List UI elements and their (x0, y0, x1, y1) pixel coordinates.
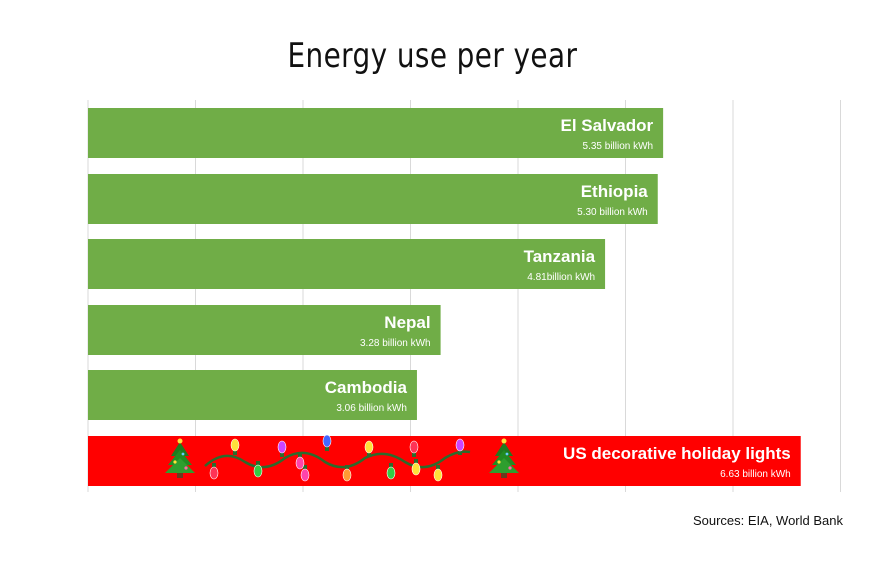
light-bulb (277, 440, 287, 454)
light-bulb (364, 440, 374, 454)
category-label: Tanzania (524, 247, 596, 266)
category-label: Ethiopia (581, 182, 649, 201)
bar-tanzania (88, 239, 606, 289)
chart-title: Energy use per year (287, 36, 578, 76)
christmas-tree-icon (165, 438, 195, 478)
value-label: 3.28 billion kWh (360, 338, 431, 349)
light-bulb (253, 464, 263, 478)
category-label: US decorative holiday lights (563, 444, 791, 463)
source-note: Sources: EIA, World Bank (692, 513, 843, 528)
light-bulb (322, 434, 332, 448)
light-bulb (411, 462, 421, 476)
bar-el-salvador (88, 108, 664, 158)
light-bulb (300, 468, 310, 482)
light-bulb (409, 440, 419, 454)
light-bulb (433, 468, 443, 482)
bars (88, 108, 801, 486)
bar-cambodia (88, 370, 417, 420)
gridlines (87, 100, 841, 492)
category-label: El Salvador (561, 116, 654, 135)
string-lights-icon (204, 434, 471, 482)
christmas-tree-icon (489, 438, 519, 478)
value-label: 4.81billion kWh (527, 272, 595, 283)
value-label: 6.63 billion kWh (720, 469, 791, 480)
bar-nepal (88, 305, 441, 355)
bar-labels: El Salvador 5.35 billion kWh Ethiopia 5.30 … (325, 116, 791, 480)
light-bulb (295, 456, 305, 470)
light-bulb (455, 438, 465, 452)
light-bulb (230, 438, 240, 452)
light-bulb (209, 466, 219, 480)
bar-us-decorative-holiday-lights (88, 436, 801, 486)
bar-ethiopia (88, 174, 658, 224)
value-label: 5.30 billion kWh (577, 207, 648, 218)
value-label: 3.06 billion kWh (336, 403, 407, 414)
light-bulb (342, 468, 352, 482)
light-bulb (386, 466, 396, 480)
category-label: Nepal (384, 313, 430, 332)
category-label: Cambodia (325, 378, 408, 397)
value-label: 5.35 billion kWh (583, 141, 654, 152)
holiday-decorations (165, 434, 519, 482)
